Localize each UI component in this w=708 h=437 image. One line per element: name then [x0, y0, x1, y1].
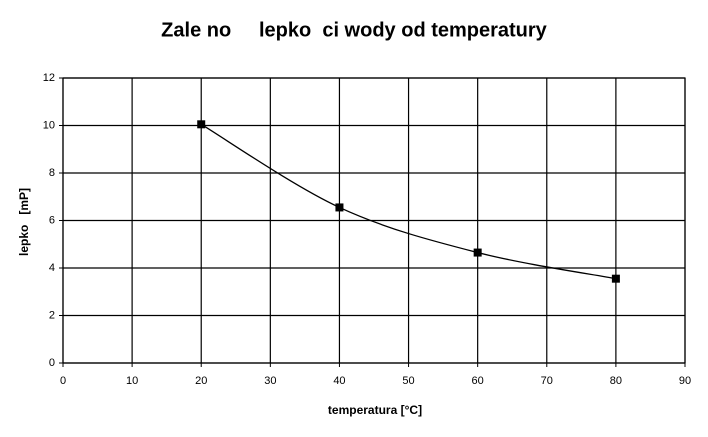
x-axis-label: temperatura [°C]: [328, 403, 422, 417]
x-tick-label: 10: [126, 375, 138, 387]
y-tick-label: 2: [49, 309, 55, 321]
marker: [335, 203, 344, 212]
chart-title: Zale no lepko ci wody od temperatury: [161, 19, 548, 41]
x-tick-label: 20: [195, 375, 207, 387]
x-tick-label: 40: [333, 375, 345, 387]
y-axis-label: lepko [mP]: [17, 188, 31, 256]
x-tick-label: 50: [402, 375, 414, 387]
y-tick-label: 12: [43, 72, 55, 84]
y-tick-label: 6: [49, 214, 55, 226]
marker: [611, 274, 620, 283]
x-tick-label: 30: [264, 375, 276, 387]
x-tick-label: 0: [60, 375, 66, 387]
y-tick-label: 4: [49, 262, 55, 274]
x-tick-label: 90: [679, 375, 691, 387]
y-tick-label: 8: [49, 167, 55, 179]
x-tick-label: 80: [610, 375, 622, 387]
y-tick-label: 0: [49, 357, 55, 369]
marker: [197, 120, 206, 129]
plot-border: [62, 77, 686, 364]
y-tick-label: 10: [43, 119, 55, 131]
marker: [473, 248, 482, 257]
series-line: [200, 123, 617, 280]
x-tick-label: 70: [541, 375, 553, 387]
x-tick-label: 60: [472, 375, 484, 387]
